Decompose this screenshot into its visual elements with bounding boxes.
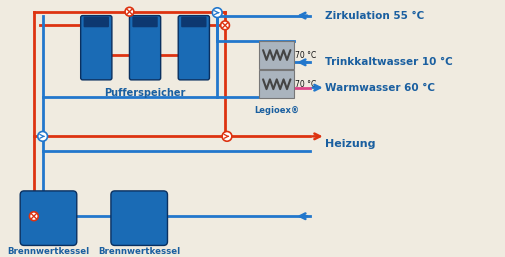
Circle shape (38, 132, 47, 141)
Text: Pufferspeicher: Pufferspeicher (104, 88, 185, 98)
Text: 70 °C: 70 °C (295, 80, 316, 89)
Circle shape (212, 8, 222, 17)
FancyBboxPatch shape (178, 16, 209, 80)
FancyBboxPatch shape (181, 16, 206, 27)
Circle shape (29, 212, 38, 221)
FancyBboxPatch shape (20, 191, 77, 245)
Text: Trinkkaltwasser 10 °C: Trinkkaltwasser 10 °C (324, 57, 451, 67)
FancyBboxPatch shape (259, 41, 294, 69)
Circle shape (125, 7, 134, 16)
Text: Legioex®: Legioex® (254, 106, 299, 115)
FancyBboxPatch shape (83, 16, 109, 27)
Text: Zirkulation 55 °C: Zirkulation 55 °C (324, 11, 423, 21)
FancyBboxPatch shape (111, 191, 167, 245)
FancyBboxPatch shape (80, 16, 112, 80)
FancyBboxPatch shape (129, 16, 161, 80)
Text: Heizung: Heizung (324, 139, 374, 149)
Text: Warmwasser 60 °C: Warmwasser 60 °C (324, 83, 434, 93)
FancyBboxPatch shape (132, 16, 158, 27)
Circle shape (222, 132, 231, 141)
Text: Brennwertkessel: Brennwertkessel (8, 247, 89, 256)
Circle shape (220, 21, 229, 30)
Text: Brennwertkessel: Brennwertkessel (98, 247, 180, 256)
Text: 70 °C: 70 °C (295, 51, 316, 60)
FancyBboxPatch shape (259, 70, 294, 98)
